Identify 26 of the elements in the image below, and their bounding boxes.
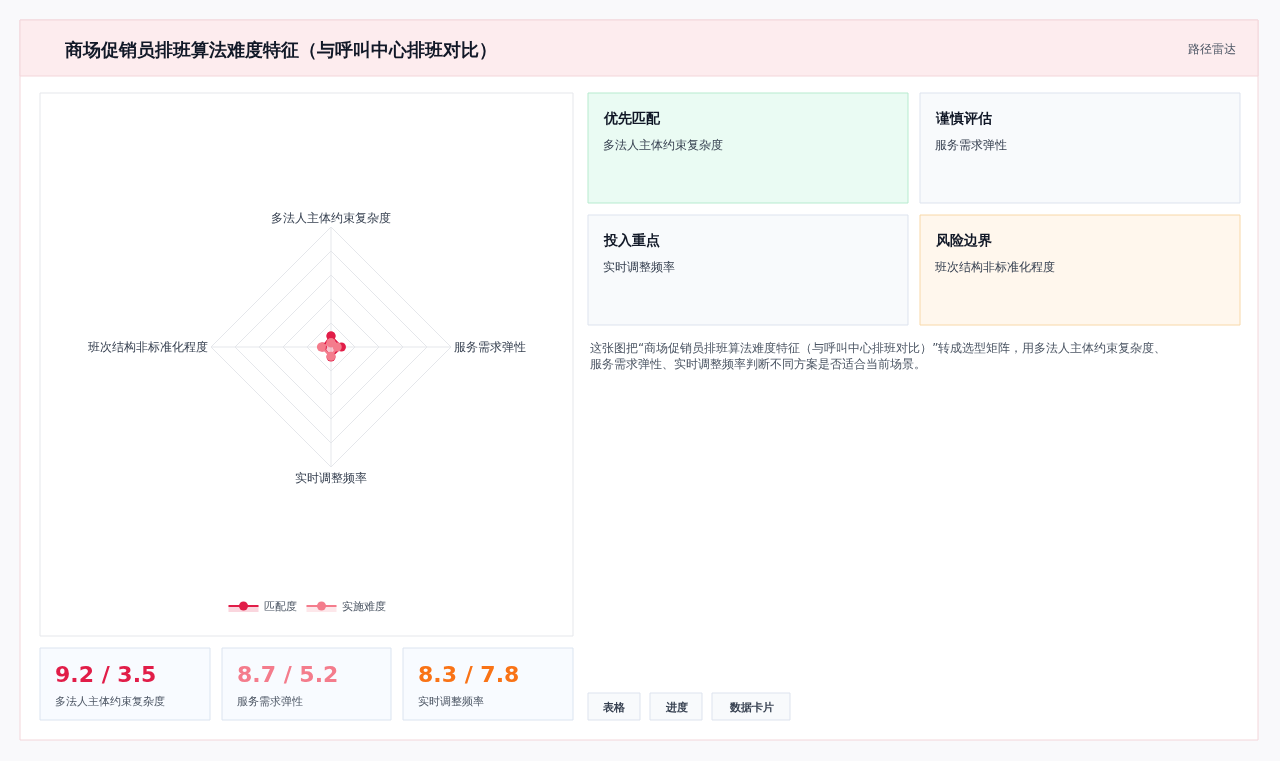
- text: 谨慎评估: [935, 110, 992, 126]
- text: 实时调整频率: [603, 260, 675, 274]
- legend-label: 匹配度: [263, 600, 297, 614]
- text: 表格: [602, 701, 626, 714]
- text: 班次结构非标准化程度: [935, 260, 1055, 274]
- text: 路径雷达: [1188, 42, 1236, 56]
- spoke-label: 实时调整频率: [295, 470, 367, 485]
- text: 进度: [665, 701, 688, 714]
- text: 多法人主体约束复杂度: [603, 138, 723, 152]
- text: 服务需求弹性: [935, 138, 1007, 152]
- legend-label: 实施难度: [341, 600, 386, 614]
- text: 8.3 / 7.8: [418, 662, 520, 687]
- text: 这张图把“商场促销员排班算法难度特征（与呼叫中心排班对比）”转成选型矩阵，用多法人主体约束复杂度、服务需求弹性、实时调整频率判断不同方案是否适合当前场景。: [590, 341, 1167, 371]
- text: 实时调整频率: [418, 695, 484, 708]
- chart-title: 商场促销员排班算法难度特征（与呼叫中心排班对比）: [64, 39, 497, 60]
- text: 投入重点: [603, 232, 660, 248]
- text: 多法人主体约束复杂度: [55, 695, 165, 708]
- text: 服务需求弹性: [237, 695, 303, 708]
- text: 9.2 / 3.5: [55, 662, 157, 687]
- text: 风险边界: [935, 232, 992, 248]
- text: 数据卡片: [729, 701, 774, 714]
- spoke-label: 班次结构非标准化程度: [88, 340, 209, 355]
- text: 优先匹配: [603, 110, 661, 126]
- text: 8.7 / 5.2: [237, 662, 339, 687]
- spoke-label: 服务需求弹性: [453, 340, 526, 355]
- spoke-label: 多法人主体约束复杂度: [271, 210, 391, 225]
